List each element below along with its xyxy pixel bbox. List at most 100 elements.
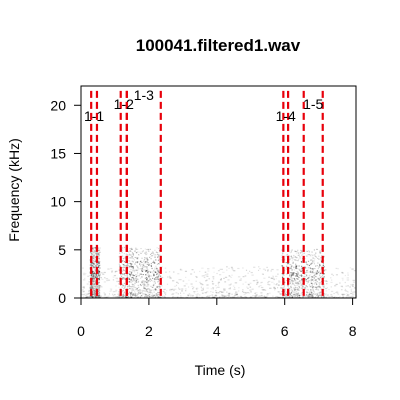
energy-cell [300, 294, 302, 296]
energy-cell [98, 264, 100, 267]
energy-cell [308, 264, 311, 267]
energy-cell [308, 250, 310, 252]
noise-cell [242, 290, 244, 293]
energy-cell [93, 283, 95, 285]
noise-cell [202, 296, 205, 299]
energy-cell [301, 287, 303, 289]
noise-cell [113, 294, 116, 296]
noise-cell [297, 294, 300, 296]
energy-cell [123, 295, 125, 297]
energy-cell [146, 277, 148, 280]
noise-cell [227, 279, 230, 281]
noise-cell [336, 290, 339, 293]
energy-cell [94, 285, 96, 288]
noise-cell [205, 295, 209, 298]
energy-cell [144, 257, 146, 259]
energy-cell [317, 292, 319, 294]
noise-cell [335, 291, 338, 294]
energy-cell [122, 295, 124, 297]
energy-cell [119, 296, 121, 298]
noise-cell [175, 284, 178, 286]
noise-cell [208, 296, 210, 298]
energy-cell [124, 257, 127, 259]
energy-cell [91, 280, 94, 282]
energy-cell [315, 273, 318, 275]
energy-cell [98, 284, 100, 286]
energy-cell [150, 258, 152, 260]
energy-cell [92, 275, 94, 277]
energy-cell [151, 277, 154, 279]
noise-cell [118, 283, 120, 285]
energy-cell [126, 296, 128, 298]
noise-cell [200, 289, 204, 292]
noise-cell [332, 274, 334, 277]
noise-cell [229, 287, 231, 289]
noise-cell [156, 269, 159, 271]
energy-cell [301, 250, 303, 252]
energy-cell [143, 265, 145, 267]
noise-cell [279, 287, 282, 289]
energy-cell [97, 258, 99, 260]
energy-cell [125, 259, 127, 261]
energy-cell [128, 253, 130, 255]
energy-cell [312, 269, 315, 271]
energy-cell [137, 257, 139, 259]
noise-cell [154, 294, 157, 296]
energy-cell [93, 291, 96, 293]
energy-cell [95, 246, 97, 249]
energy-cell [129, 292, 131, 294]
energy-cell [318, 285, 320, 288]
energy-cell [297, 254, 299, 256]
energy-cell [122, 290, 124, 292]
energy-cell [93, 278, 95, 280]
energy-cell [294, 292, 296, 294]
energy-cell [315, 276, 317, 278]
energy-cell [291, 274, 293, 277]
energy-cell [319, 252, 321, 254]
energy-cell [291, 257, 293, 259]
noise-cell [353, 269, 356, 272]
energy-cell [292, 288, 295, 290]
energy-cell [92, 288, 94, 290]
energy-cell [318, 266, 320, 268]
energy-cell [299, 269, 301, 271]
noise-cell [296, 273, 298, 275]
noise-cell [265, 289, 267, 292]
energy-cell [92, 266, 95, 268]
energy-cell [92, 296, 95, 298]
energy-cell [293, 286, 295, 289]
noise-cell [308, 294, 311, 296]
energy-cell [124, 296, 127, 298]
energy-cell [310, 290, 312, 292]
noise-cell [330, 277, 332, 279]
x-axis-label: Time (s) [195, 362, 246, 378]
energy-cell [99, 290, 101, 292]
noise-cell [350, 288, 353, 290]
energy-cell [315, 282, 317, 284]
energy-cell [97, 274, 99, 276]
noise-cell [342, 279, 344, 281]
energy-cell [97, 262, 100, 264]
energy-cell [301, 251, 303, 253]
energy-cell [93, 265, 95, 268]
noise-cell [87, 293, 90, 295]
noise-cell [242, 289, 244, 291]
energy-cell [93, 290, 95, 292]
energy-cell [92, 293, 94, 295]
energy-cell [90, 285, 93, 287]
noise-cell [352, 281, 355, 283]
energy-cell [314, 258, 316, 260]
energy-cell [286, 268, 288, 270]
energy-cell [93, 278, 96, 280]
energy-cell [146, 263, 148, 265]
energy-cell [291, 280, 293, 282]
energy-cell [123, 265, 125, 267]
energy-cell [281, 276, 284, 278]
energy-cell [127, 295, 130, 297]
noise-cell [307, 267, 309, 269]
noise-cell [301, 291, 303, 293]
energy-cell [295, 256, 297, 258]
noise-cell [300, 287, 304, 290]
energy-cell [294, 278, 296, 280]
energy-cell [311, 289, 313, 291]
